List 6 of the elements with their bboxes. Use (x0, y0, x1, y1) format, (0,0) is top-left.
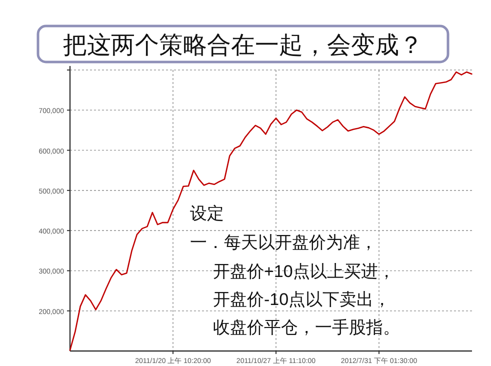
chart-title: 把这两个策略合在一起，会变成？ (63, 32, 423, 59)
annotation: 设定 (190, 204, 224, 223)
annotation: 收盘价平仓，一手股指。 (213, 318, 400, 337)
annotation: 开盘价+10点以上买进， (213, 262, 395, 281)
annotation: 开盘价-10点以下卖出， (213, 290, 391, 309)
annotation: 一．每天以开盘价为准， (190, 233, 377, 252)
